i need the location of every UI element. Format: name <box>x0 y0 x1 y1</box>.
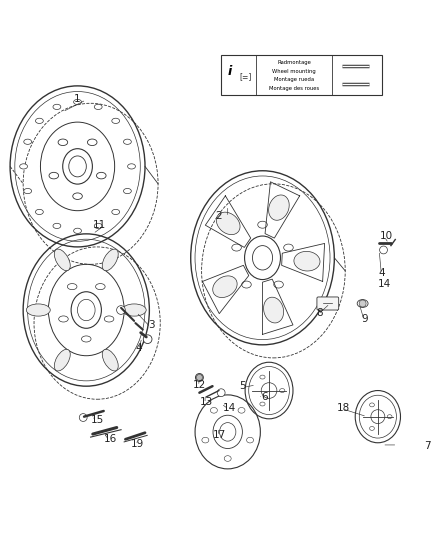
Ellipse shape <box>238 408 245 413</box>
Text: 16: 16 <box>103 434 117 445</box>
Ellipse shape <box>94 223 102 229</box>
Text: 4: 4 <box>379 268 385 278</box>
Text: 14: 14 <box>223 403 236 414</box>
Ellipse shape <box>258 221 267 228</box>
Ellipse shape <box>247 437 254 443</box>
Ellipse shape <box>112 209 120 215</box>
Ellipse shape <box>268 195 289 220</box>
Ellipse shape <box>370 403 374 407</box>
Text: 1: 1 <box>74 94 81 104</box>
Ellipse shape <box>35 209 43 215</box>
Ellipse shape <box>54 249 70 271</box>
Text: 15: 15 <box>91 415 104 425</box>
Ellipse shape <box>294 252 320 271</box>
Ellipse shape <box>53 223 61 229</box>
Ellipse shape <box>122 304 146 316</box>
Circle shape <box>380 246 388 254</box>
Circle shape <box>143 335 152 344</box>
Ellipse shape <box>274 281 283 288</box>
Text: Montage des roues: Montage des roues <box>269 86 319 91</box>
Ellipse shape <box>279 389 285 392</box>
Text: 13: 13 <box>199 397 212 407</box>
Ellipse shape <box>112 118 120 124</box>
Ellipse shape <box>242 281 251 288</box>
Ellipse shape <box>95 284 105 289</box>
Ellipse shape <box>81 336 91 342</box>
Circle shape <box>196 375 202 381</box>
Ellipse shape <box>96 172 106 179</box>
Ellipse shape <box>24 189 32 193</box>
Ellipse shape <box>124 189 131 193</box>
Text: Radmontage: Radmontage <box>277 60 311 65</box>
Ellipse shape <box>224 456 231 462</box>
Text: 9: 9 <box>361 314 368 324</box>
Ellipse shape <box>24 139 32 144</box>
Text: 17: 17 <box>212 430 226 440</box>
Text: Wheel mounting: Wheel mounting <box>272 69 316 74</box>
Text: i: i <box>228 64 232 78</box>
Ellipse shape <box>59 316 68 322</box>
Ellipse shape <box>195 374 203 382</box>
Ellipse shape <box>284 244 293 251</box>
Ellipse shape <box>73 193 82 199</box>
Text: 5: 5 <box>240 381 246 391</box>
Ellipse shape <box>74 228 81 233</box>
Circle shape <box>261 383 277 398</box>
Text: 11: 11 <box>93 220 106 230</box>
Ellipse shape <box>387 415 392 418</box>
Ellipse shape <box>213 276 237 297</box>
Text: [=]: [=] <box>239 72 251 82</box>
Text: 19: 19 <box>131 439 144 449</box>
Ellipse shape <box>357 300 368 308</box>
Text: Montage rueda: Montage rueda <box>274 77 314 83</box>
Text: 12: 12 <box>193 380 206 390</box>
Ellipse shape <box>74 99 81 104</box>
Ellipse shape <box>232 244 241 251</box>
Ellipse shape <box>94 104 102 109</box>
Circle shape <box>359 300 366 307</box>
Ellipse shape <box>210 408 217 413</box>
Ellipse shape <box>102 249 118 271</box>
Circle shape <box>117 305 125 314</box>
Ellipse shape <box>67 284 77 289</box>
Ellipse shape <box>49 172 59 179</box>
Ellipse shape <box>53 104 61 109</box>
Text: 18: 18 <box>336 403 350 413</box>
Ellipse shape <box>127 164 135 169</box>
Ellipse shape <box>264 297 284 323</box>
Ellipse shape <box>216 212 240 235</box>
Ellipse shape <box>370 426 374 430</box>
Ellipse shape <box>54 349 70 371</box>
Ellipse shape <box>20 164 28 169</box>
Ellipse shape <box>260 402 265 406</box>
Circle shape <box>217 389 225 397</box>
Text: 3: 3 <box>148 320 155 330</box>
FancyBboxPatch shape <box>317 297 339 310</box>
Text: 14: 14 <box>378 279 391 289</box>
Ellipse shape <box>102 349 118 371</box>
Ellipse shape <box>58 139 67 146</box>
Text: 2: 2 <box>215 212 223 221</box>
Text: 6: 6 <box>261 392 268 402</box>
Text: 7: 7 <box>424 441 431 451</box>
Text: 10: 10 <box>380 231 393 241</box>
Circle shape <box>371 410 385 424</box>
Ellipse shape <box>88 139 97 146</box>
Ellipse shape <box>124 139 131 144</box>
Circle shape <box>79 414 87 422</box>
Ellipse shape <box>26 304 50 316</box>
Text: 4: 4 <box>135 343 142 353</box>
Ellipse shape <box>202 437 209 443</box>
FancyBboxPatch shape <box>221 55 382 94</box>
Ellipse shape <box>35 118 43 124</box>
Ellipse shape <box>104 316 114 322</box>
Ellipse shape <box>260 375 265 379</box>
Text: 8: 8 <box>316 308 322 318</box>
